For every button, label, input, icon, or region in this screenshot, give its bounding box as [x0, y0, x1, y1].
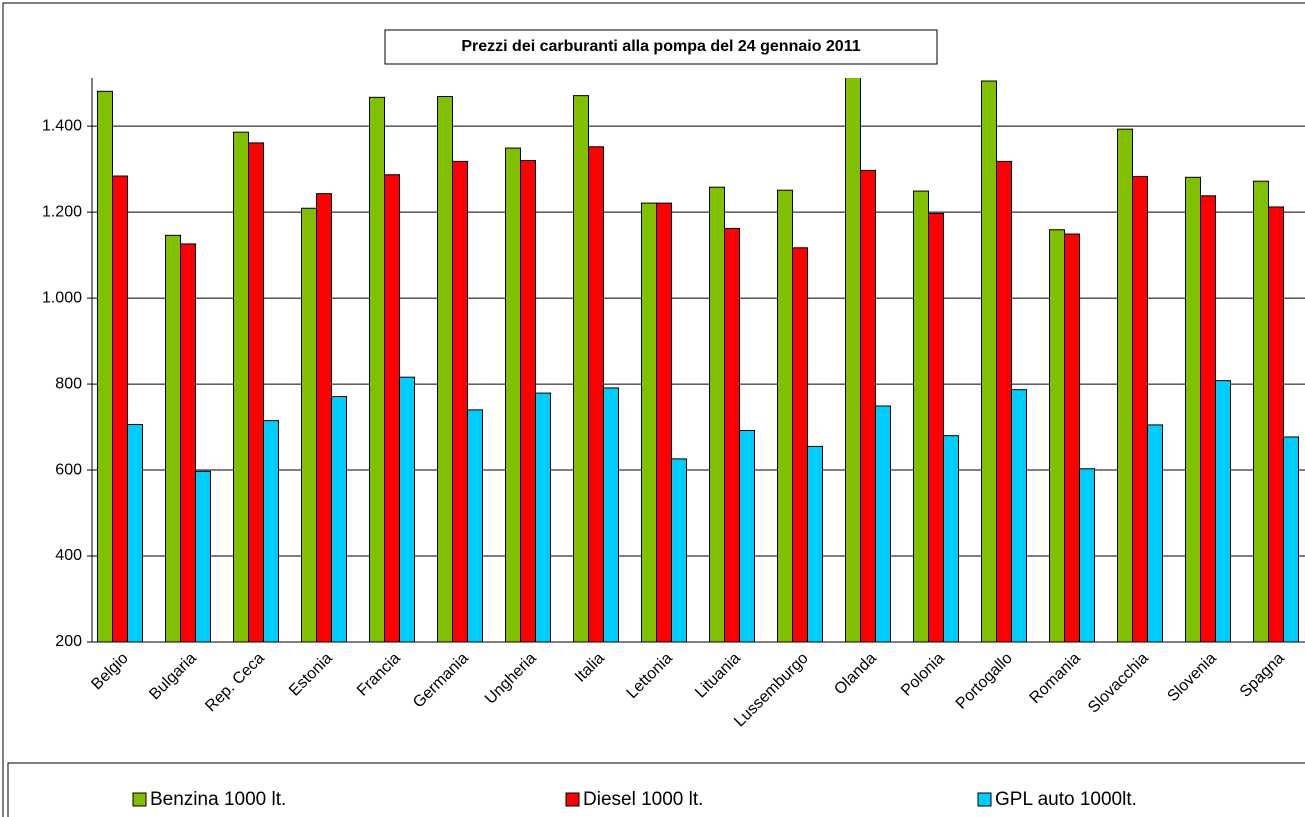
bar — [603, 387, 619, 642]
bar — [709, 186, 725, 642]
bar — [195, 470, 211, 642]
bar — [981, 80, 997, 642]
bar — [180, 243, 196, 642]
bar — [1079, 468, 1095, 642]
y-tick-label: 1.000 — [42, 289, 82, 306]
bar — [1215, 380, 1231, 642]
bar — [1253, 180, 1269, 642]
bar — [1011, 389, 1027, 642]
bar — [505, 147, 521, 642]
bar — [792, 247, 808, 642]
bar — [845, 78, 861, 642]
y-tick-label: 600 — [55, 461, 82, 478]
bar — [1064, 233, 1080, 642]
y-tick-label: 800 — [55, 375, 82, 392]
y-tick-label: 400 — [55, 547, 82, 564]
bar — [656, 202, 672, 642]
legend-swatch — [565, 792, 580, 807]
bar — [369, 96, 385, 642]
bar — [1185, 176, 1201, 642]
legend-swatch — [132, 792, 147, 807]
bar — [384, 174, 400, 642]
bar — [233, 131, 249, 642]
legend-swatch — [977, 792, 992, 807]
bar — [913, 190, 929, 642]
bar — [1049, 229, 1065, 642]
bar — [641, 202, 657, 642]
bar — [248, 142, 264, 642]
bar — [1147, 424, 1163, 642]
bar — [316, 193, 332, 642]
bar — [875, 405, 891, 642]
legend-label: GPL auto 1000lt. — [995, 789, 1137, 810]
y-tick-label: 1.200 — [42, 203, 82, 220]
bar — [1132, 175, 1148, 642]
bar — [127, 423, 143, 642]
bar — [739, 430, 755, 642]
bar — [943, 435, 959, 642]
bar — [301, 207, 317, 642]
bar — [996, 160, 1012, 642]
bar — [573, 95, 589, 642]
bar — [112, 175, 128, 642]
bar — [671, 458, 687, 642]
bar — [928, 212, 944, 642]
legend-label: Diesel 1000 lt. — [583, 789, 703, 810]
title-box — [384, 29, 938, 65]
bar — [724, 227, 740, 642]
bar — [1117, 128, 1133, 642]
y-tick-label: 1.400 — [42, 117, 82, 134]
bar — [1268, 206, 1284, 642]
bar — [588, 146, 604, 642]
y-tick-label: 200 — [55, 633, 82, 650]
bar — [467, 409, 483, 642]
bar — [165, 234, 181, 642]
plot-area — [97, 78, 1299, 642]
bar — [452, 160, 468, 642]
bar — [263, 420, 279, 642]
bar — [331, 396, 347, 642]
bar — [437, 95, 453, 642]
bar — [1283, 436, 1299, 642]
bar — [535, 392, 551, 642]
bar — [399, 376, 415, 642]
bar — [520, 160, 536, 642]
bar — [807, 445, 823, 642]
chart-title: Prezzi dei carburanti alla pompa del 24 … — [461, 38, 860, 55]
bar — [1200, 195, 1216, 642]
bar — [97, 90, 113, 642]
legend-label: Benzina 1000 lt. — [150, 789, 286, 810]
bar — [777, 189, 793, 642]
legend-box — [7, 762, 1305, 817]
bar — [860, 169, 876, 642]
